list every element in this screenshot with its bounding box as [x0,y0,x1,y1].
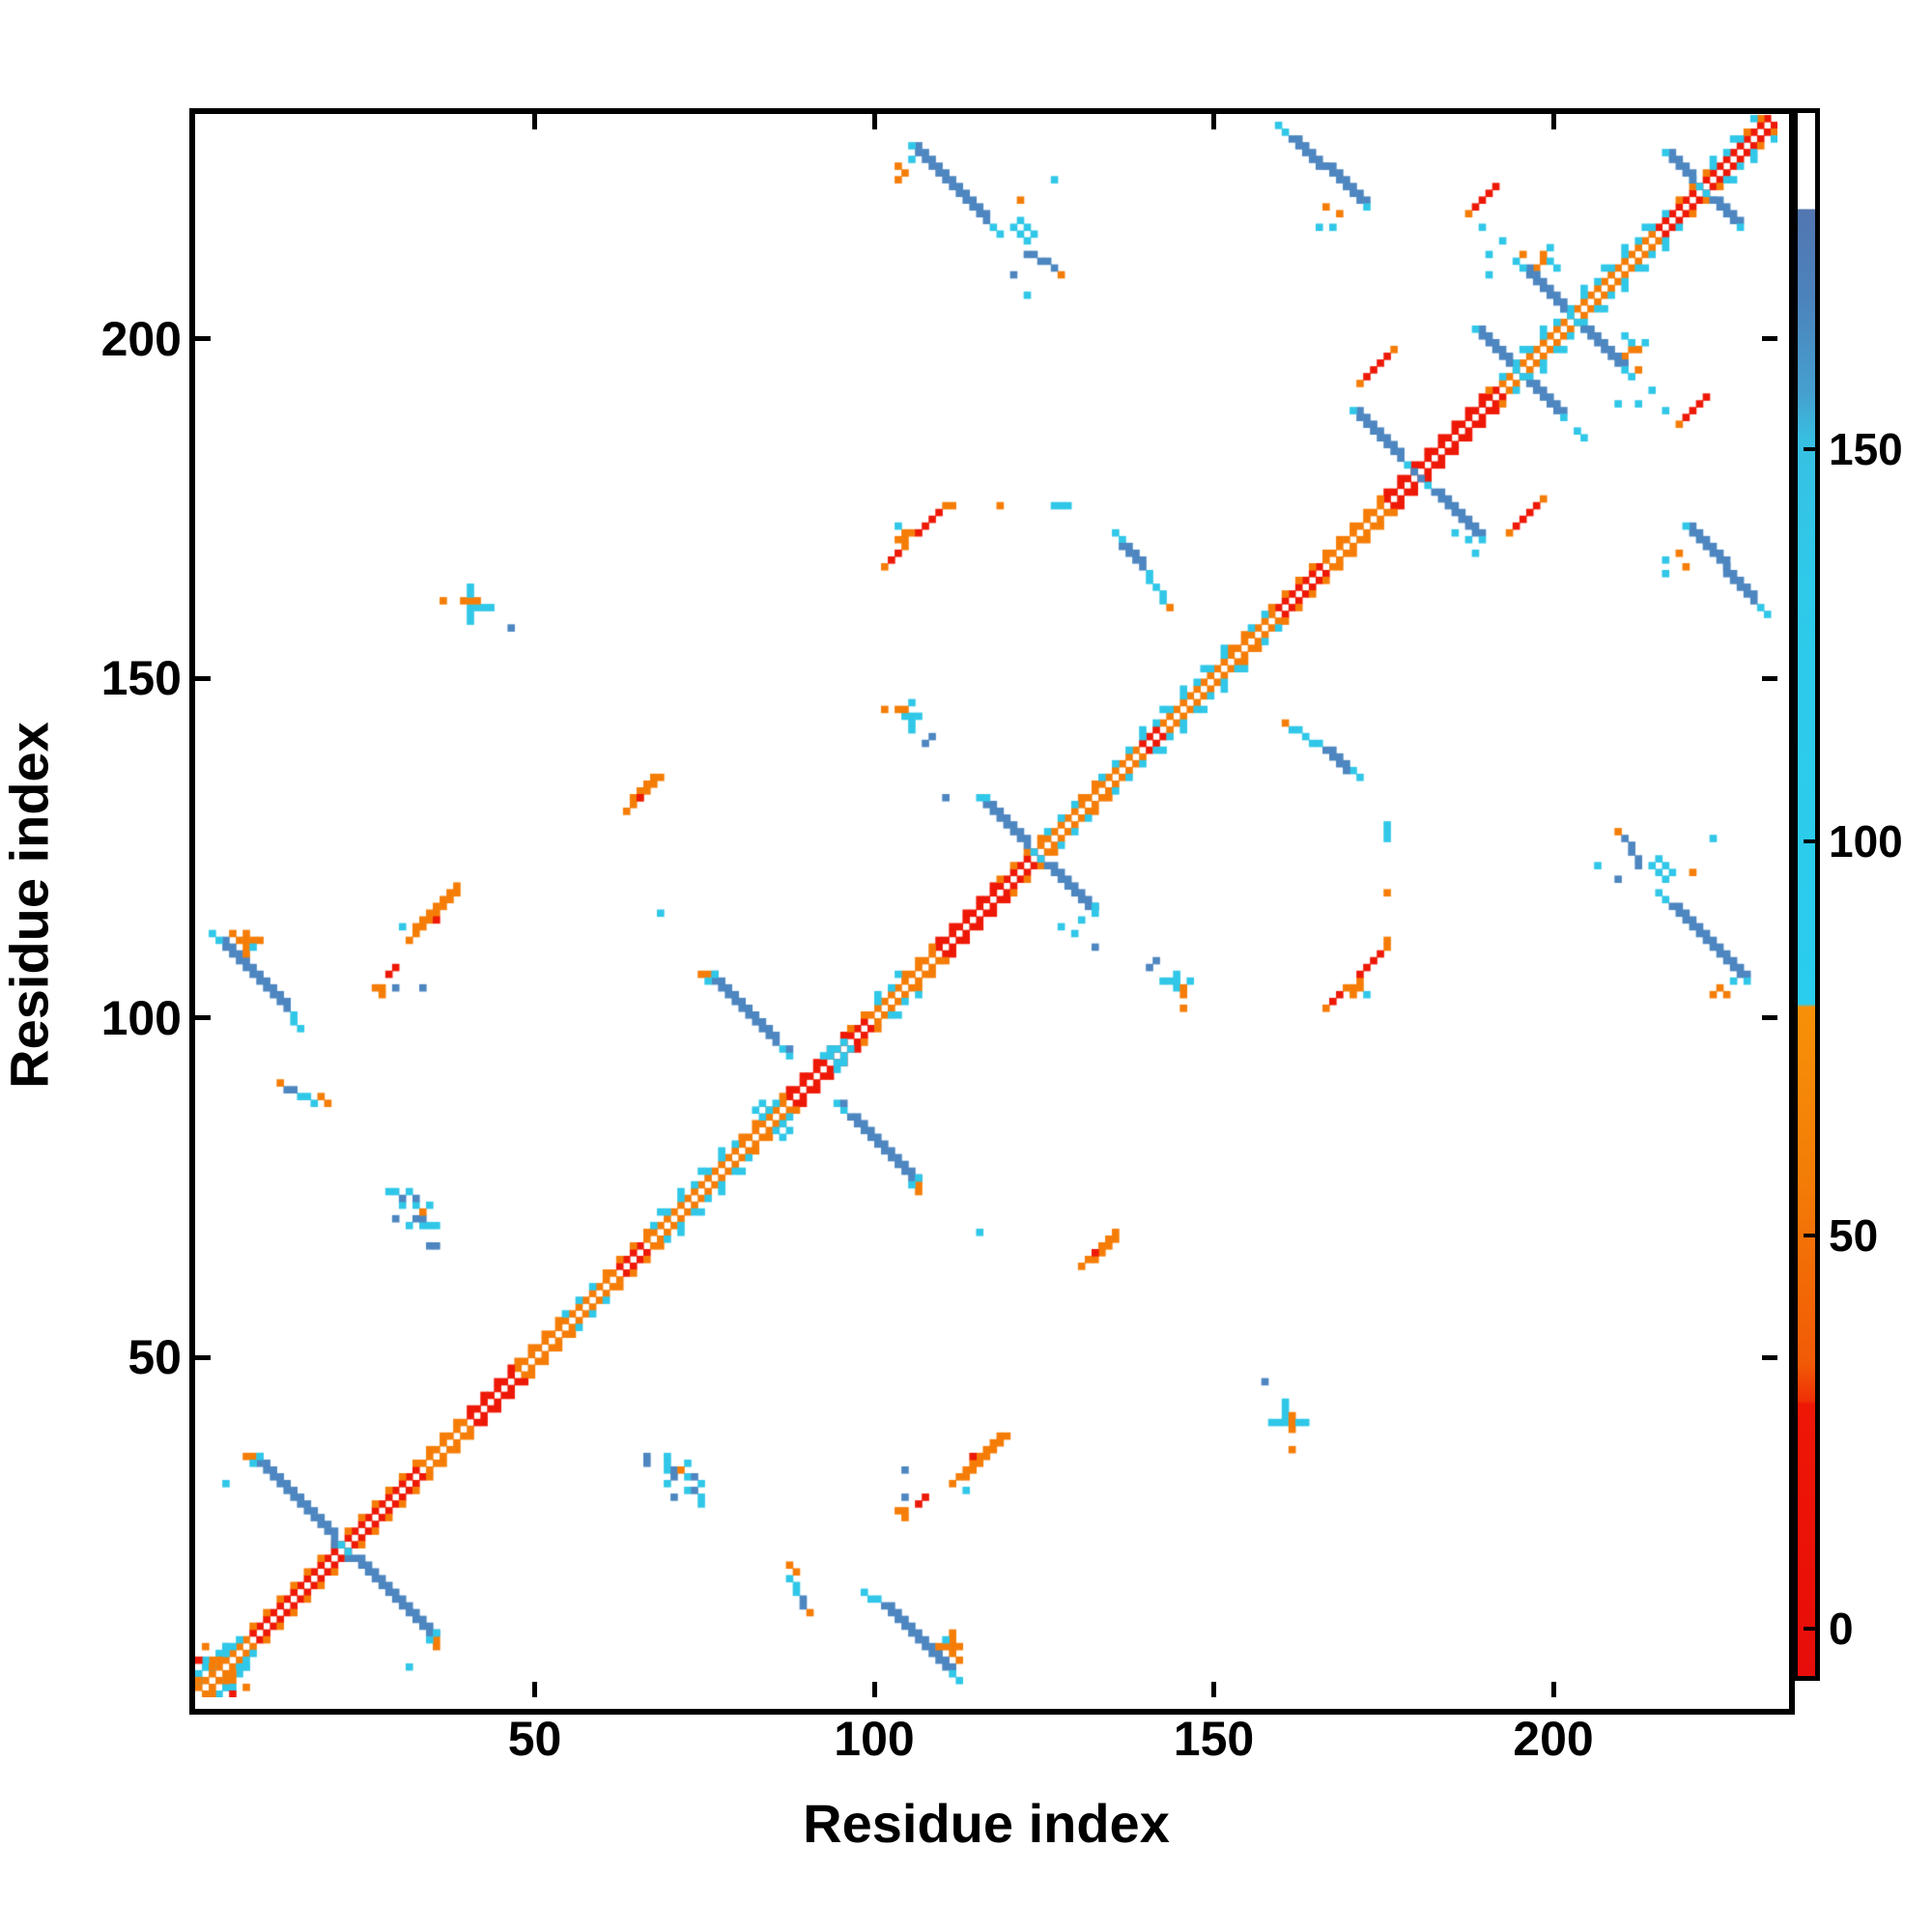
y-tick-mark-right [1762,336,1777,342]
contact-map-canvas [195,114,1777,1697]
colorbar-gradient [1798,113,1815,1676]
y-tick-mark [195,1015,211,1021]
x-tick-label: 150 [1173,1712,1255,1766]
x-tick-mark [871,1682,877,1697]
x-tick-label: 100 [834,1712,915,1766]
y-tick-mark-right [1762,675,1777,681]
y-tick-mark [195,336,211,342]
x-tick-mark-top [532,114,537,129]
x-tick-mark [1550,1682,1556,1697]
y-tick-label: 200 [100,311,182,366]
y-tick-label: 150 [100,651,182,706]
x-tick-label: 200 [1513,1712,1594,1766]
colorbar-tick-label: 0 [1829,1604,1854,1655]
colorbar-tick-mark [1804,838,1815,843]
y-tick-label: 100 [100,990,182,1045]
x-tick-mark [532,1682,537,1697]
x-tick-mark-top [871,114,877,129]
y-tick-label: 50 [128,1330,182,1385]
x-tick-label: 50 [507,1712,562,1766]
colorbar-tick-label: 150 [1829,423,1903,474]
y-tick-mark [195,675,211,681]
x-tick-mark-top [1550,114,1556,129]
colorbar-tick-label: 100 [1829,815,1903,867]
x-axis-label: Residue index [803,1793,1170,1854]
colorbar-tick-label: 50 [1829,1209,1879,1261]
x-tick-mark [1211,1682,1216,1697]
colorbar-tick-mark [1804,1233,1815,1237]
y-tick-mark-right [1762,1015,1777,1021]
colorbar [1793,108,1820,1681]
x-tick-mark-top [1211,114,1216,129]
y-tick-mark [195,1354,211,1360]
y-axis-label: Residue index [0,722,60,1089]
colorbar-tick-mark [1804,446,1815,451]
colorbar-tick-mark [1804,1627,1815,1632]
y-tick-mark-right [1762,1354,1777,1360]
